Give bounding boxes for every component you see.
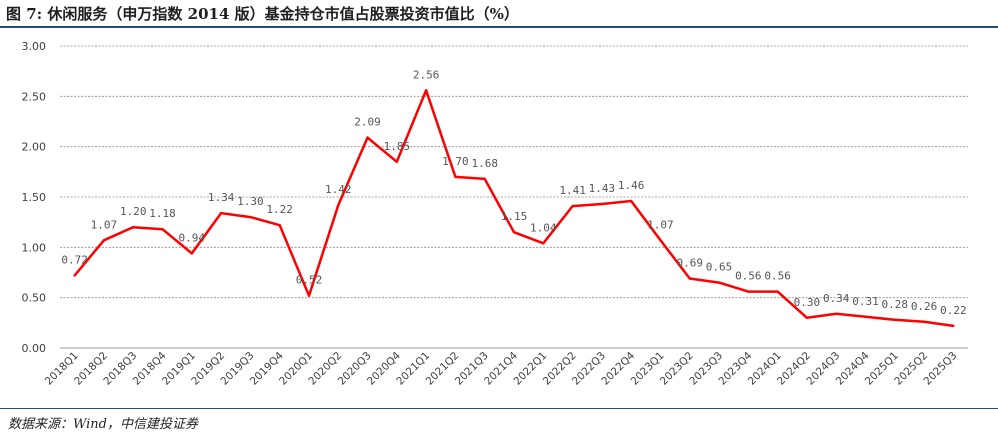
data-point (834, 312, 838, 315)
data-point (805, 316, 809, 319)
data-point (337, 203, 340, 207)
data-label: 1.18 (149, 207, 176, 220)
data-point (512, 231, 516, 234)
data-point (483, 177, 486, 181)
top-rule (0, 26, 998, 28)
data-label: 0.30 (794, 296, 821, 309)
data-point (542, 242, 545, 245)
data-point (190, 252, 194, 255)
data-point (219, 211, 223, 215)
y-tick-label: 0.50 (22, 292, 47, 305)
y-axis-ticks: 0.00 0.50 1.00 1.50 2.00 2.50 3.00 (22, 40, 47, 355)
data-point (893, 318, 896, 322)
data-point (747, 290, 750, 293)
y-tick-label: 1.00 (22, 241, 47, 254)
data-label: 0.72 (61, 254, 88, 267)
data-point (132, 226, 135, 229)
chart-title: 图 7: 休闲服务（申万指数 2014 版）基金持仓市值占股票投资市值比（%） (6, 5, 519, 23)
data-point (952, 324, 955, 328)
data-label: 1.15 (501, 210, 528, 223)
data-label: 2.09 (354, 116, 381, 129)
data-point (864, 315, 867, 318)
series-line (73, 89, 955, 328)
data-label: 0.52 (296, 274, 323, 287)
data-label: 0.26 (911, 300, 938, 313)
data-point (688, 277, 691, 280)
data-point (600, 202, 604, 206)
y-tick-label: 3.00 (22, 40, 47, 53)
data-point (161, 228, 164, 231)
data-label: 1.07 (647, 218, 674, 231)
data-label: 0.28 (882, 298, 909, 311)
data-label: 1.07 (91, 218, 118, 231)
data-point (571, 204, 574, 208)
line-chart: 0.00 0.50 1.00 1.50 2.00 2.50 3.00 2018Q12018Q… (22, 40, 968, 388)
data-point (717, 281, 721, 284)
series-polyline (73, 89, 954, 328)
source-note: 数据来源：Wind，中信建投证券 (8, 417, 198, 432)
data-point (307, 294, 311, 297)
y-tick-label: 2.50 (22, 90, 47, 103)
data-label: 0.69 (676, 257, 703, 270)
data-label: 1.22 (266, 203, 293, 216)
data-label: 2.56 (413, 68, 440, 81)
data-label: 0.94 (179, 231, 206, 244)
y-tick-label: 1.50 (22, 191, 47, 204)
data-point (424, 89, 428, 92)
data-label: 1.68 (471, 157, 498, 170)
data-point (102, 239, 106, 242)
data-label: 1.46 (618, 179, 645, 192)
data-point (629, 199, 633, 203)
data-point (278, 223, 281, 227)
gridlines (60, 45, 968, 299)
x-axis-ticks: 2018Q12018Q22018Q32018Q42019Q12019Q22019… (43, 349, 960, 387)
y-tick-label: 0.00 (22, 342, 47, 355)
data-label: 1.43 (589, 182, 616, 195)
data-label: 1.04 (530, 221, 557, 234)
data-label: 1.42 (325, 183, 352, 196)
data-label: 1.30 (237, 195, 264, 208)
data-label: 0.34 (823, 292, 850, 305)
bottom-rule (0, 408, 998, 409)
data-point (366, 136, 369, 139)
data-label: 1.34 (208, 191, 235, 204)
data-point (395, 160, 399, 163)
data-label: 1.70 (442, 155, 469, 168)
data-point (922, 320, 926, 324)
data-label: 0.31 (852, 295, 879, 308)
data-label: 1.20 (120, 205, 147, 218)
data-labels: 0.721.071.20 1.180.941.34 1.301.220.521.42… (61, 68, 966, 317)
data-point (73, 274, 76, 277)
data-label: 0.22 (940, 304, 967, 317)
data-label: 0.56 (764, 270, 791, 283)
data-label: 0.56 (735, 270, 762, 283)
data-point (454, 175, 457, 179)
data-point (249, 215, 252, 219)
data-point (659, 239, 662, 242)
data-label: 1.41 (559, 184, 586, 197)
data-label: 0.65 (706, 261, 733, 274)
y-tick-label: 2.00 (22, 141, 47, 154)
data-point (776, 290, 779, 293)
data-label: 1.85 (384, 140, 411, 153)
